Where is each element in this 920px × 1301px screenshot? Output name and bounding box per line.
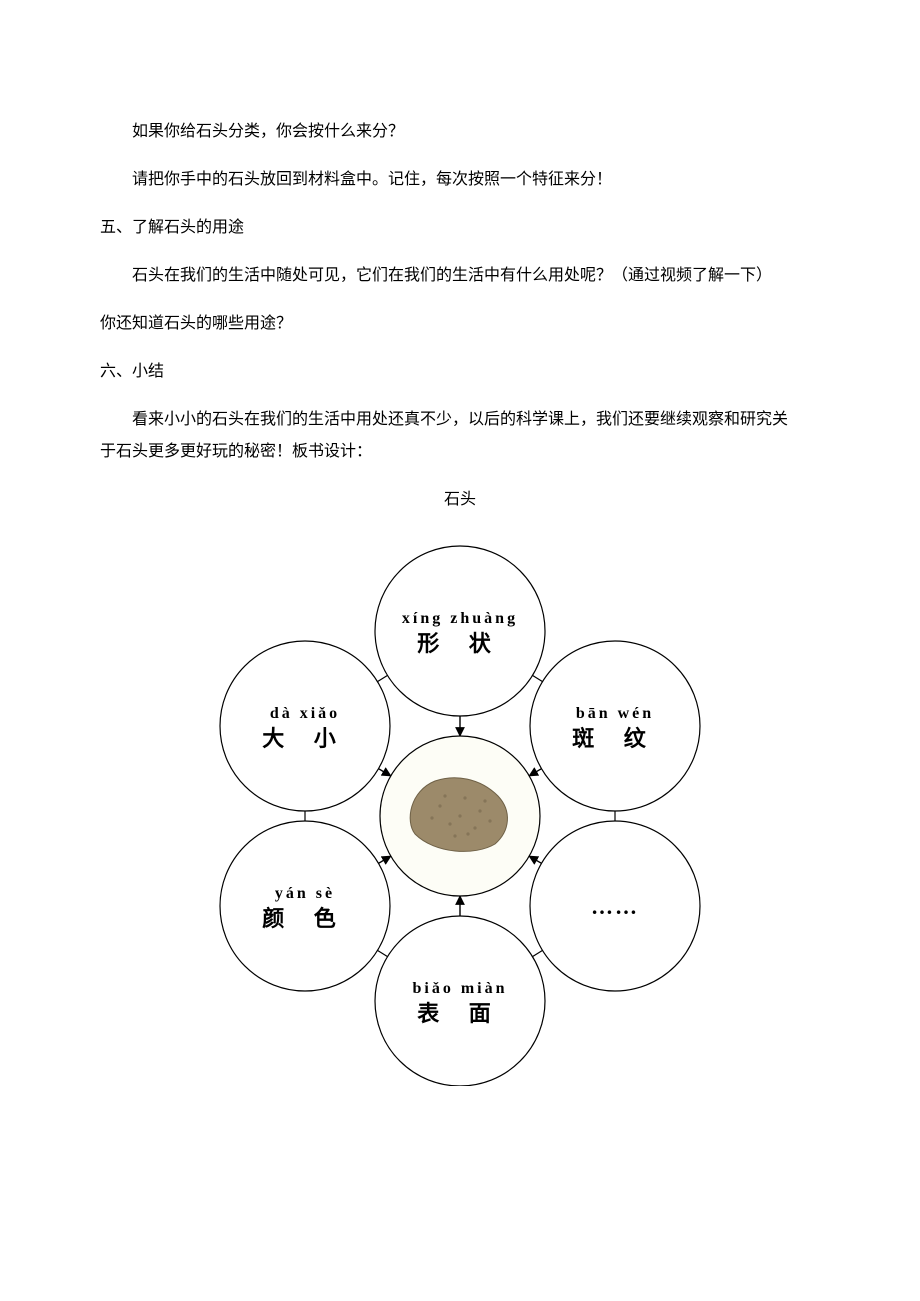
svg-text:大 小: 大 小 — [262, 726, 348, 751]
diagram-svg: xíng zhuàng 形 状 bān wén 斑 纹 …… biǎo miàn 表 面 yá… — [180, 526, 740, 1086]
svg-text:表 面: 表 面 — [417, 1001, 503, 1026]
section-heading-6: 六、小结 — [100, 356, 820, 388]
diagram-title: 石头 — [100, 484, 820, 516]
svg-text:yán sè: yán sè — [275, 885, 335, 902]
paragraph: 于石头更多更好玩的秘密！板书设计： — [100, 436, 820, 468]
paragraph: 石头在我们的生活中随处可见，它们在我们的生活中有什么用处呢？（通过视频了解一下） — [100, 260, 820, 292]
svg-text:biǎo miàn: biǎo miàn — [412, 980, 507, 997]
svg-text:形 状: 形 状 — [417, 631, 503, 656]
svg-text:颜 色: 颜 色 — [262, 906, 348, 931]
paragraph: 看来小小的石头在我们的生活中用处还真不少，以后的科学课上，我们还要继续观察和研究… — [100, 404, 820, 436]
paragraph: 你还知道石头的哪些用途？ — [100, 308, 820, 340]
document-page: 如果你给石头分类，你会按什么来分？ 请把你手中的石头放回到材料盒中。记住，每次按… — [0, 0, 920, 1158]
svg-text:bān wén: bān wén — [576, 705, 654, 722]
concept-diagram: xíng zhuàng 形 状 bān wén 斑 纹 …… biǎo miàn 表 面 yá… — [180, 526, 740, 1098]
paragraph: 请把你手中的石头放回到材料盒中。记住，每次按照一个特征来分！ — [100, 164, 820, 196]
svg-text:……: …… — [591, 894, 639, 919]
svg-text:斑 纹: 斑 纹 — [572, 726, 658, 751]
paragraph: 如果你给石头分类，你会按什么来分？ — [100, 116, 820, 148]
section-heading-5: 五、了解石头的用途 — [100, 212, 820, 244]
svg-text:dà xiǎo: dà xiǎo — [270, 705, 340, 722]
svg-text:xíng zhuàng: xíng zhuàng — [402, 610, 518, 627]
